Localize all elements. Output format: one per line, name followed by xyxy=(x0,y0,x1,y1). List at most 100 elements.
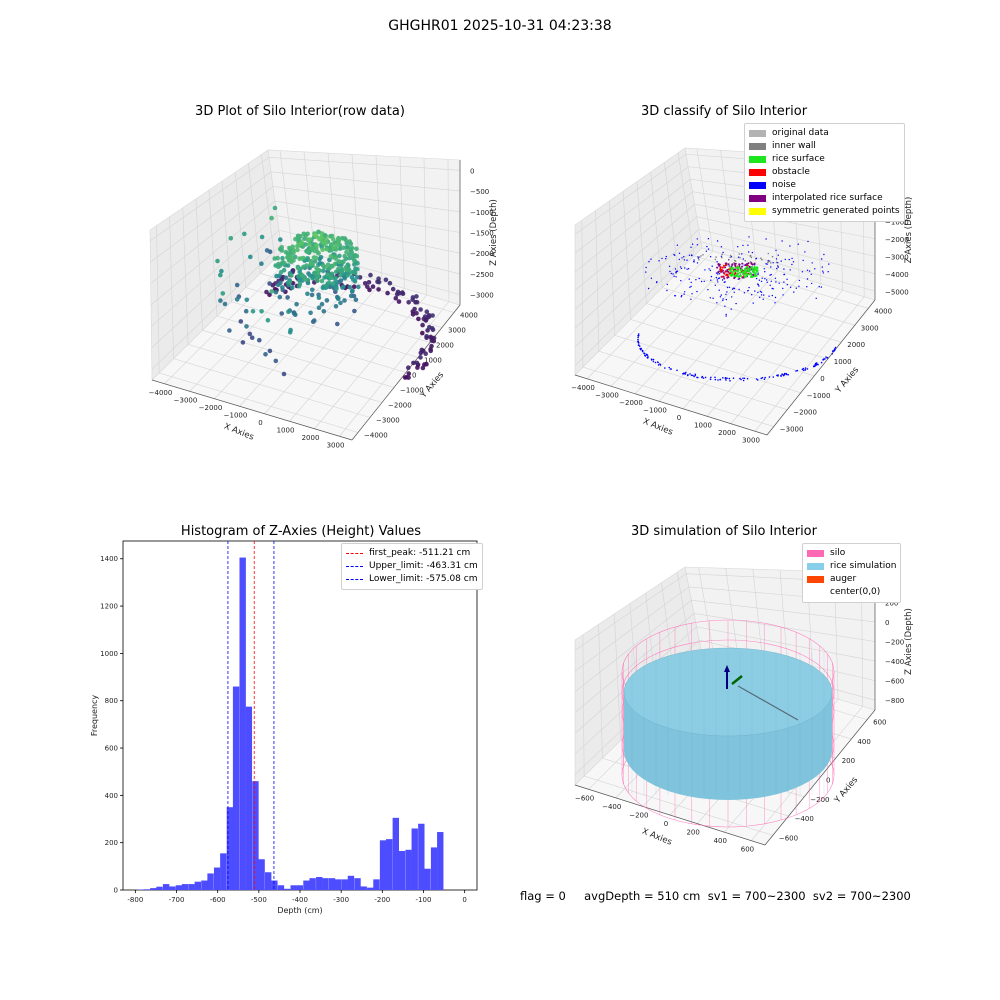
noise-point xyxy=(786,284,788,286)
noise-point xyxy=(807,240,809,243)
noise-point xyxy=(696,262,699,264)
noise-point xyxy=(758,285,760,287)
raw-point xyxy=(280,255,285,261)
noise-point xyxy=(743,377,746,380)
interpolated-point xyxy=(748,265,751,268)
noise-point xyxy=(666,289,668,292)
raw-point xyxy=(406,365,411,370)
noise-point xyxy=(770,266,772,268)
noise-point xyxy=(825,356,827,358)
raw-point xyxy=(352,258,357,263)
rice-surface-point xyxy=(747,267,750,270)
raw-point xyxy=(259,309,264,314)
noise-point xyxy=(637,342,640,344)
noise-point xyxy=(690,285,692,288)
sim-y-tick: −400 xyxy=(795,815,814,823)
x-tick-label: -100 xyxy=(416,896,432,904)
noise-point xyxy=(725,293,727,296)
histogram-bar xyxy=(430,847,438,890)
histogram-bar xyxy=(169,886,176,890)
noise-point xyxy=(757,291,759,294)
noise-point xyxy=(746,377,749,380)
rice-surface-point xyxy=(745,265,748,269)
noise-point xyxy=(650,358,653,360)
noise-point xyxy=(762,298,764,300)
raw-point xyxy=(299,256,304,261)
raw-point xyxy=(383,277,389,283)
raw-point xyxy=(334,286,339,291)
raw-y-label: Y Axies xyxy=(418,370,446,401)
inner-wall-point xyxy=(714,258,717,261)
histogram-bar xyxy=(424,868,431,890)
raw-grid-x xyxy=(339,159,450,437)
raw-point xyxy=(347,255,352,261)
noise-point xyxy=(707,248,710,250)
raw-point xyxy=(315,274,321,279)
raw-point xyxy=(307,237,312,242)
raw-point xyxy=(295,247,300,253)
histogram-bar xyxy=(322,878,329,890)
classify-x-tick: 0 xyxy=(677,414,681,422)
noise-point xyxy=(697,257,700,259)
auger-head xyxy=(731,675,743,685)
raw-point xyxy=(419,347,425,353)
legend-label: interpolated rice surface xyxy=(772,193,883,203)
interpolated-point xyxy=(741,262,744,265)
rice-surface-point xyxy=(744,275,748,278)
noise-point xyxy=(709,297,711,299)
sim-z-label: Z Axies (Depth) xyxy=(904,608,914,675)
interpolated-point xyxy=(727,270,730,273)
noise-point xyxy=(696,290,698,293)
sim-y-label: Y Axies xyxy=(832,775,860,806)
noise-point xyxy=(743,264,745,266)
raw-x-axis xyxy=(151,379,353,441)
classify-grid-y xyxy=(581,220,774,427)
legend-swatch xyxy=(807,563,824,570)
sim-x-tick: 200 xyxy=(686,829,699,837)
raw-point xyxy=(418,355,423,360)
interpolated-point xyxy=(727,263,730,266)
noise-point xyxy=(718,289,720,291)
raw-point xyxy=(430,327,436,333)
noise-point xyxy=(665,255,667,258)
raw-point xyxy=(367,287,372,293)
raw-grid-y xyxy=(182,207,383,403)
noise-point xyxy=(772,288,774,290)
raw-y-tick: −2000 xyxy=(388,402,412,410)
raw-point xyxy=(348,293,354,299)
noise-point xyxy=(676,244,679,246)
noise-point xyxy=(714,376,716,379)
classify-z-tick: −3000 xyxy=(885,253,909,261)
noise-point xyxy=(821,258,823,260)
status-footer: flag = 0 avgDepth = 510 cm sv1 = 700~230… xyxy=(520,889,911,903)
raw-point xyxy=(420,365,426,371)
raw-point xyxy=(420,330,425,336)
noise-point xyxy=(716,261,718,263)
raw-point xyxy=(280,260,286,265)
x-tick-label: -300 xyxy=(333,896,349,904)
raw-point xyxy=(424,334,429,339)
rice-surface-top xyxy=(623,647,833,737)
noise-point xyxy=(692,374,694,377)
noise-point xyxy=(777,265,779,267)
raw-point xyxy=(240,340,246,345)
noise-point xyxy=(791,257,793,260)
rice-surface-point xyxy=(729,266,732,269)
raw-point xyxy=(234,282,240,288)
classify-x-tick: −3000 xyxy=(595,391,619,399)
raw-point xyxy=(356,284,361,290)
raw-point xyxy=(354,275,360,280)
raw-point xyxy=(264,248,270,253)
rice-surface-point xyxy=(737,275,741,278)
raw-point xyxy=(289,255,295,260)
noise-point xyxy=(770,273,772,276)
noise-point xyxy=(722,377,724,379)
sim-x-tick: 0 xyxy=(664,820,668,828)
raw-point xyxy=(315,278,320,283)
noise-point xyxy=(765,263,767,265)
noise-point xyxy=(737,246,739,248)
legend-swatch xyxy=(749,130,766,137)
noise-point xyxy=(792,261,795,263)
histogram-bar xyxy=(334,879,342,890)
center-arrow-head xyxy=(724,665,730,672)
